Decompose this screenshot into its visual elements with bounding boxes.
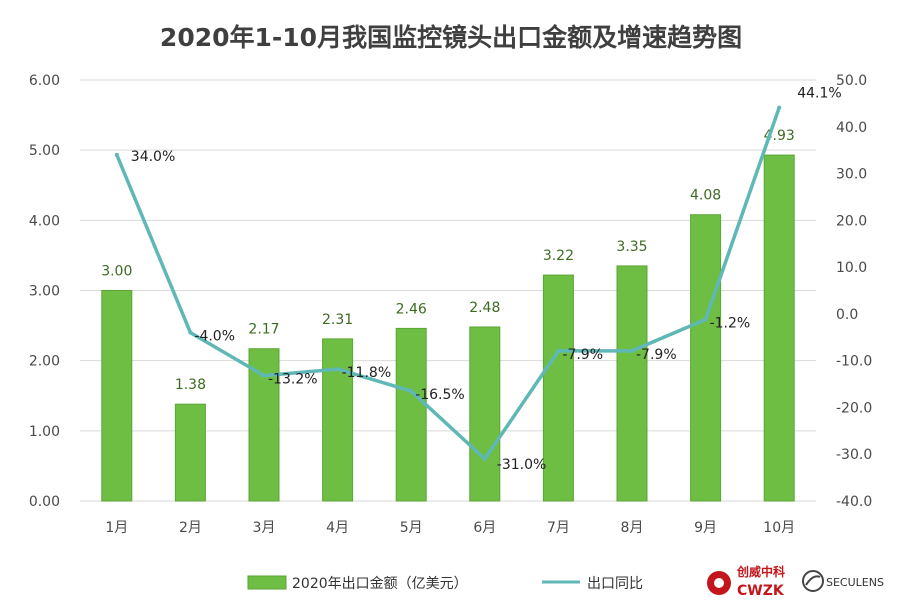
line-value-label: -11.8% [342,365,392,381]
legend-bar-label: 2020年出口金额（亿美元） [292,576,468,592]
bar-value-label: 1.38 [175,377,206,393]
bar [469,326,501,502]
category-label: 1月 [105,520,128,536]
bar [763,154,795,502]
right-tick-label: 10.0 [836,260,867,276]
right-tick-label: -20.0 [836,400,872,416]
bar-value-label: 3.22 [543,248,574,264]
left-tick-label: 5.00 [29,143,60,159]
bar [101,290,133,502]
line-point [114,152,119,157]
category-label: 8月 [621,520,644,536]
legend-line-label: 出口同比 [587,576,643,592]
legend-bar-swatch [247,575,287,590]
category-label: 7月 [547,520,570,536]
line-point [262,373,266,378]
line-value-label: -1.2% [710,316,751,332]
legend: 2020年出口金额（亿美元） 出口同比 [247,575,643,592]
line-point [482,456,487,461]
seculens-logo-text: SECULENS [826,576,884,589]
line-value-label: -31.0% [497,457,547,473]
bar-series [101,154,795,502]
line-value-label: -4.0% [194,329,235,345]
line-point [703,317,708,322]
line-point [335,367,340,372]
bar-value-label: 2.46 [396,301,427,317]
bar [542,274,574,502]
line-point [777,105,782,110]
line-value-label: -16.5% [415,387,465,403]
bar-value-label: 2.48 [469,300,500,316]
bar-value-label: 3.35 [616,239,647,255]
line-point [556,348,561,353]
yoy-line [115,107,781,461]
line-value-label: 44.1% [797,86,841,102]
bar [395,327,427,502]
category-label: 2月 [179,520,202,536]
line-point [188,330,193,335]
right-tick-label: 0.0 [836,307,858,323]
seculens-logo: SECULENS [802,570,884,592]
right-tick-label: 40.0 [836,120,867,136]
category-label: 4月 [326,520,349,536]
bar [616,265,648,502]
left-tick-label: 2.00 [29,354,60,370]
category-label: 5月 [400,520,423,536]
right-tick-label: 30.0 [836,167,867,183]
category-axis: 1月 2月 3月 4月 5月 6月 7月 8月 9月 10月 [105,520,795,536]
right-tick-label: 20.0 [836,213,867,229]
line-value-label: -7.9% [636,347,677,363]
right-tick-label: -40.0 [836,494,872,510]
category-label: 3月 [253,520,276,536]
left-tick-label: 0.00 [29,494,60,510]
bar [690,214,722,502]
line-series [114,105,782,461]
seculens-logo-mark [802,570,824,592]
left-axis-ticks: 0.00 1.00 2.00 3.00 4.00 5.00 6.00 [29,73,60,510]
category-label: 9月 [694,520,717,536]
right-tick-label: -10.0 [836,354,872,370]
cwzk-logo-cn: 创威中科 [736,564,785,579]
category-label: 10月 [763,520,795,536]
category-label: 6月 [473,520,496,536]
line-labels: 34.0% -4.0% -13.2% -11.8% -16.5% -31.0% -7.9% -… [131,86,842,473]
bar-value-label: 2.31 [322,312,353,328]
bar [322,338,354,502]
right-tick-label: -30.0 [836,447,872,463]
bar-labels: 3.001.382.172.312.46 2.483.223.354.084.93 [101,128,795,393]
right-tick-label: 50.0 [836,73,867,89]
cwzk-logo-en: CWZK [737,583,785,599]
left-tick-label: 3.00 [29,284,60,300]
bar [174,403,206,502]
right-axis-ticks: -40.0 -30.0 -20.0 -10.0 0.0 10.0 20.0 30.0 40.0 5… [836,73,872,510]
left-tick-label: 1.00 [29,424,60,440]
bar-value-label: 4.08 [690,188,721,204]
chart-title: 2020年1-10月我国监控镜头出口金额及增速趋势图 [160,23,742,52]
line-point [630,348,634,353]
cwzk-logo: 创威中科 CWZK [707,564,785,599]
left-tick-label: 4.00 [29,213,60,229]
line-value-label: 34.0% [131,149,175,165]
line-value-label: -7.9% [562,347,603,363]
line-point [409,389,414,394]
left-tick-label: 6.00 [29,73,60,89]
line-value-label: -13.2% [268,372,318,388]
bar-value-label: 2.17 [248,322,279,338]
bar-value-label: 3.00 [101,264,132,280]
